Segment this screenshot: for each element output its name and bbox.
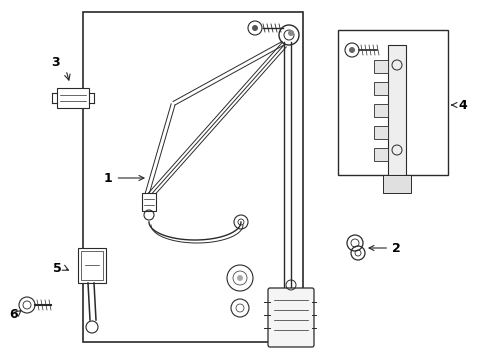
Bar — [337, 30, 447, 175]
Bar — [142, 193, 156, 211]
Bar — [373, 148, 387, 161]
Bar — [387, 45, 405, 175]
Circle shape — [237, 275, 243, 281]
Text: 5: 5 — [53, 261, 61, 274]
FancyBboxPatch shape — [267, 288, 313, 347]
Bar — [373, 82, 387, 95]
Circle shape — [251, 25, 258, 31]
Bar — [382, 175, 410, 193]
Circle shape — [348, 47, 354, 53]
Bar — [57, 88, 89, 108]
Circle shape — [287, 30, 293, 36]
Bar — [81, 251, 103, 280]
Text: 3: 3 — [51, 55, 59, 68]
Text: 2: 2 — [368, 242, 400, 255]
Bar — [83, 12, 303, 342]
Text: 6: 6 — [10, 309, 18, 321]
Text: 1: 1 — [104, 171, 143, 185]
Bar — [373, 60, 387, 73]
Bar — [373, 104, 387, 117]
Text: 4: 4 — [451, 99, 466, 112]
Bar — [78, 248, 106, 283]
Bar — [373, 126, 387, 139]
